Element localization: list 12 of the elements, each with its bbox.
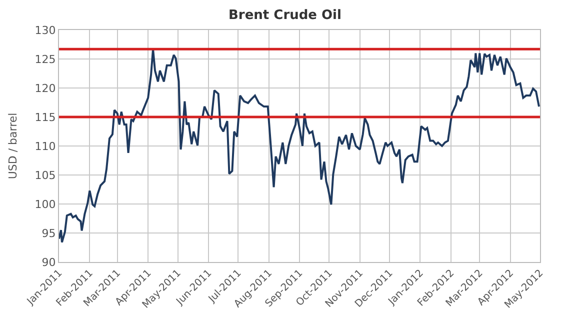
y-tick-label: 90 bbox=[42, 256, 56, 269]
y-tick-label: 95 bbox=[42, 226, 56, 240]
y-tick-label: 125 bbox=[34, 52, 56, 66]
y-tick-label: 100 bbox=[34, 198, 56, 211]
y-tick-label: 130 bbox=[34, 24, 56, 37]
y-axis-title: USD / barrel bbox=[6, 112, 20, 180]
y-tick-label: 115 bbox=[34, 110, 56, 124]
y-tick-label: 120 bbox=[34, 82, 56, 95]
y-tick-label: 110 bbox=[34, 140, 56, 153]
line-series bbox=[59, 48, 540, 244]
chart-title: Brent Crude Oil bbox=[228, 8, 342, 23]
y-tick-label: 105 bbox=[34, 168, 56, 182]
